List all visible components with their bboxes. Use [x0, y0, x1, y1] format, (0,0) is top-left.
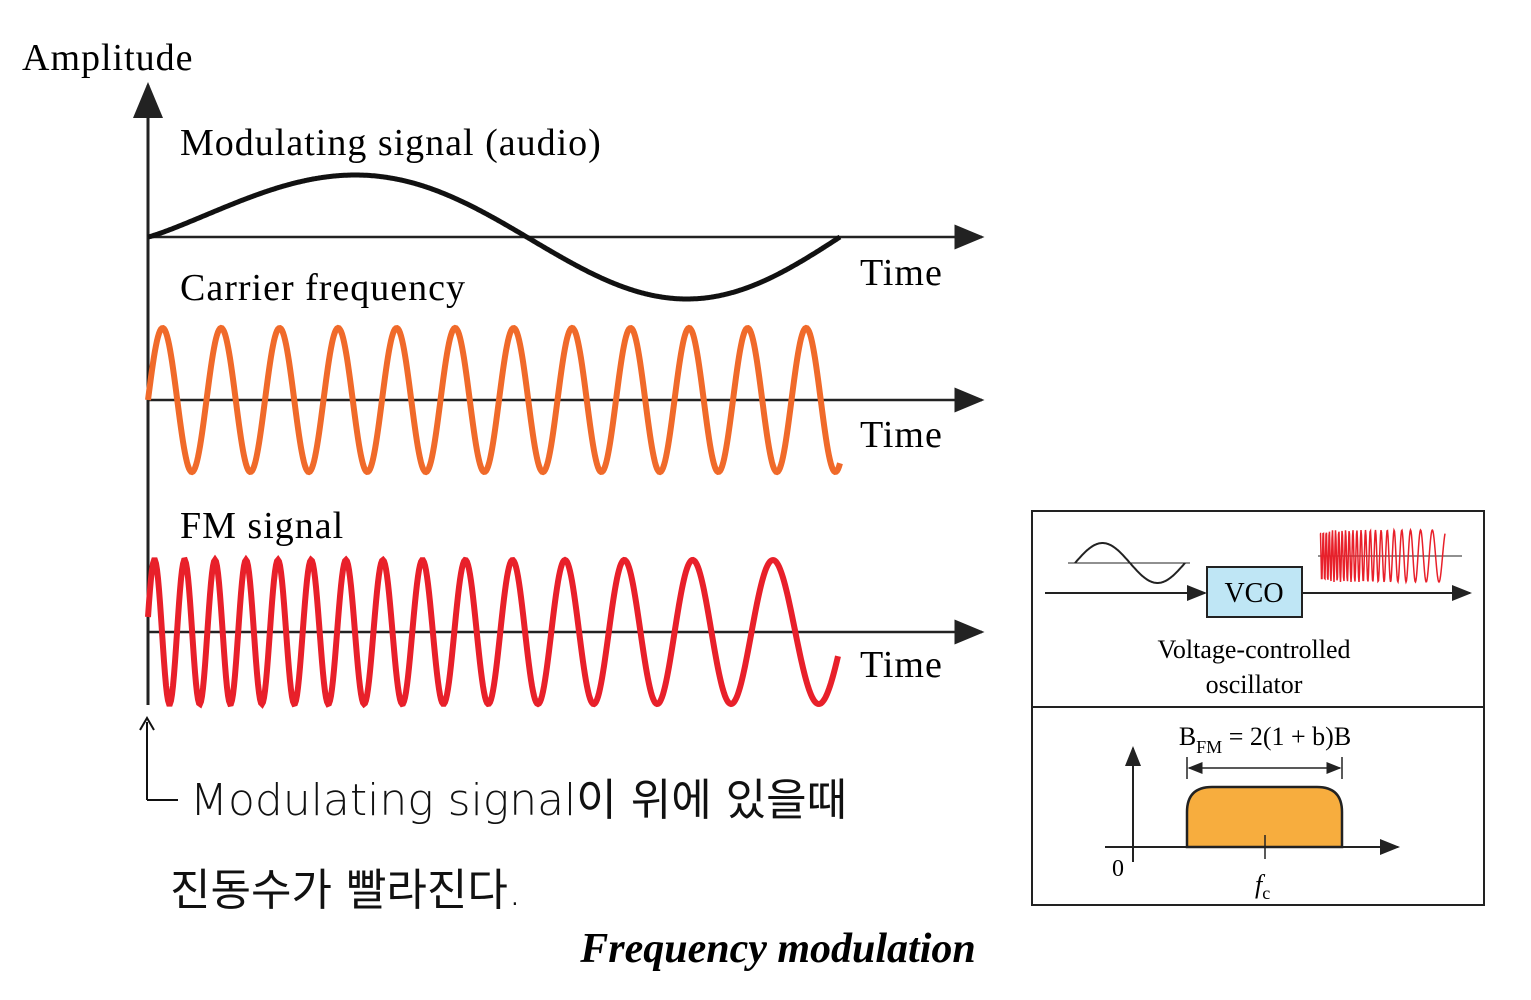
note: 진동수가 빨라진다.	[170, 865, 522, 916]
wave-label: FM signal	[180, 505, 344, 547]
time-label: Time	[860, 644, 943, 686]
symbol: f	[1255, 870, 1266, 899]
time-label: Time	[860, 252, 943, 294]
vco-label: VCO	[1224, 578, 1283, 609]
fm-wave	[145, 554, 841, 709]
carrier-wave	[145, 324, 843, 476]
mini-fm-wave	[1319, 527, 1446, 585]
note: Modulating signal이 위에 있을때	[190, 775, 847, 826]
wave-label: Modulating signal (audio)	[180, 122, 602, 164]
mini-wave	[1074, 542, 1186, 584]
vco-box	[1206, 566, 1303, 618]
axis-label: Amplitude	[22, 37, 194, 79]
subscript: c	[1262, 883, 1270, 903]
time-label: Time	[860, 414, 943, 456]
symbol: B	[1179, 722, 1196, 751]
fc-label: fc	[1255, 870, 1270, 903]
note-arrow	[139, 716, 178, 801]
modulating-wave	[147, 172, 842, 302]
wave-label: Carrier frequency	[180, 267, 466, 309]
bandwidth-formula: BFM = 2(1 + b)B	[1179, 722, 1351, 757]
subscript: FM	[1196, 737, 1222, 757]
vco-caption: oscillator	[1206, 670, 1303, 699]
caption: Frequency modulation	[579, 926, 976, 972]
vco-caption: Voltage-controlled	[1157, 635, 1350, 664]
formula: = 2(1 + b)B	[1222, 722, 1351, 751]
origin-label: 0	[1112, 856, 1124, 882]
spectrum-band	[1185, 785, 1344, 849]
